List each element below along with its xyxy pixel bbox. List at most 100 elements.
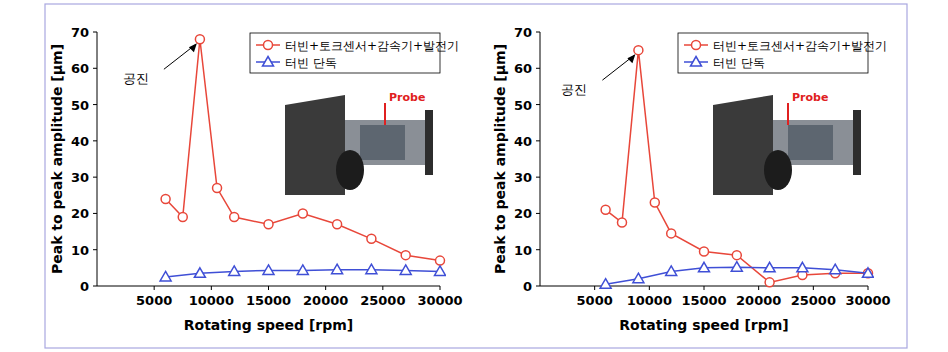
y-tick <box>536 104 540 105</box>
x-tick <box>704 286 705 290</box>
x-tick <box>440 286 441 290</box>
outer-frame <box>45 4 907 348</box>
series-line <box>606 50 868 282</box>
inset-bearing <box>360 125 405 160</box>
chart: Probe01020304050607050001000015000200002… <box>49 25 463 333</box>
point <box>195 35 204 44</box>
legend-marker <box>692 41 701 50</box>
point <box>618 218 627 227</box>
y-tick <box>93 104 97 105</box>
x-tick <box>211 286 212 290</box>
y-tick-label: 30 <box>514 170 532 185</box>
x-tick-label: 30000 <box>845 293 890 308</box>
point <box>700 247 709 256</box>
legend: 터빈+토크센서+감속기+발전기터빈 단독 <box>678 33 887 73</box>
x-tick-label: 25000 <box>360 293 405 308</box>
x-tick-label: 5000 <box>136 293 172 308</box>
y-tick <box>536 68 540 69</box>
x-tick-label: 10000 <box>189 293 234 308</box>
point <box>600 279 611 289</box>
y-tick <box>536 213 540 214</box>
point <box>633 273 644 283</box>
point <box>650 198 659 207</box>
annotation-arrow <box>602 55 634 80</box>
point <box>401 251 410 260</box>
inset-housing <box>285 95 345 195</box>
y-tick-label: 50 <box>71 98 89 113</box>
point <box>194 268 205 278</box>
annotation-arrowhead <box>189 43 197 52</box>
plot-area <box>600 46 873 289</box>
x-tick-label: 20000 <box>303 293 348 308</box>
legend-label: 터빈+토크센서+감속기+발전기 <box>285 39 459 53</box>
point <box>332 264 343 274</box>
x-axis-label: Rotating speed [rpm] <box>619 317 788 333</box>
y-tick-label: 20 <box>514 206 532 221</box>
y-tick-label: 40 <box>71 134 89 149</box>
y-tick <box>536 32 540 33</box>
x-tick <box>649 286 650 290</box>
point <box>864 269 873 278</box>
legend-label: 터빈 단독 <box>285 56 337 70</box>
x-tick <box>758 286 759 290</box>
inset-probe <box>787 103 789 125</box>
point <box>178 213 187 222</box>
point <box>666 266 677 276</box>
y-tick <box>93 68 97 69</box>
y-tick-label: 0 <box>80 279 89 294</box>
point <box>830 264 841 274</box>
x-tick <box>868 286 869 290</box>
x-tick <box>268 286 269 290</box>
y-tick-label: 30 <box>71 170 89 185</box>
point <box>366 264 377 274</box>
point <box>797 262 808 272</box>
y-tick <box>93 286 97 287</box>
x-tick-label: 20000 <box>736 293 781 308</box>
legend-marker <box>691 57 702 67</box>
y-tick-label: 10 <box>514 243 532 258</box>
x-tick <box>325 286 326 290</box>
point <box>367 234 376 243</box>
point <box>667 229 676 238</box>
x-tick-label: 10000 <box>627 293 672 308</box>
point <box>297 265 308 275</box>
x-axis-label: Rotating speed [rpm] <box>184 317 353 333</box>
annotation-arrow <box>164 44 196 69</box>
y-tick-label: 70 <box>71 25 89 40</box>
point <box>264 220 273 229</box>
x-tick <box>594 286 595 290</box>
y-tick-label: 20 <box>71 206 89 221</box>
y-tick-label: 50 <box>514 98 532 113</box>
x-tick <box>382 286 383 290</box>
point <box>161 194 170 203</box>
x-tick-label: 15000 <box>681 293 726 308</box>
y-tick <box>536 140 540 141</box>
y-tick <box>93 177 97 178</box>
figure: Probe01020304050607050001000015000200002… <box>0 0 948 352</box>
annotation: 공진 <box>123 71 149 86</box>
inset-label: Probe <box>792 91 828 104</box>
point <box>333 220 342 229</box>
point <box>230 213 239 222</box>
y-tick <box>93 249 97 250</box>
point <box>298 209 307 218</box>
y-tick <box>536 177 540 178</box>
inset-probe <box>384 103 386 125</box>
y-tick <box>536 286 540 287</box>
annotation-arrowhead <box>627 54 635 63</box>
inset-turbine <box>336 150 364 190</box>
x-tick-label: 30000 <box>417 293 462 308</box>
point <box>263 265 274 275</box>
point <box>699 262 710 272</box>
inset-flange <box>853 110 861 175</box>
legend-label: 터빈+토크센서+감속기+발전기 <box>713 39 887 53</box>
point <box>731 262 742 272</box>
point <box>764 262 775 272</box>
x-tick <box>154 286 155 290</box>
x-tick-label: 25000 <box>791 293 836 308</box>
annotation: 공진 <box>561 82 587 97</box>
x-tick <box>813 286 814 290</box>
point <box>400 265 411 275</box>
chart: Probe01020304050607050001000015000200002… <box>492 25 891 333</box>
point <box>634 46 643 55</box>
